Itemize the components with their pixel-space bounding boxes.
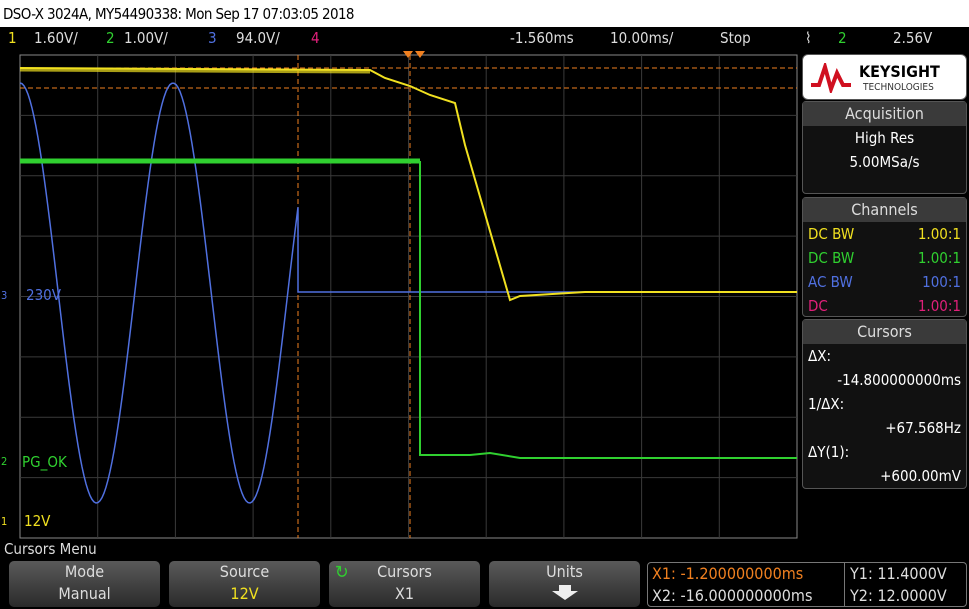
softkey-value: 12V bbox=[230, 584, 259, 603]
softkey-label: Units bbox=[546, 562, 583, 581]
side-panel: KEYSIGHT TECHNOLOGIES Acquisition High R… bbox=[800, 49, 969, 539]
delta-y-label: ΔY(1): bbox=[808, 443, 850, 461]
brand-name: KEYSIGHT bbox=[859, 62, 940, 81]
ch1-trace bbox=[19, 67, 797, 302]
ch1-label: 12V bbox=[24, 512, 51, 530]
cursors-header: Cursors bbox=[803, 320, 966, 344]
cursors-softkey[interactable]: ↻ Cursors X1 bbox=[329, 561, 480, 607]
acquisition-header: Acquisition bbox=[803, 102, 966, 126]
status-bar: 1 1.60V/ 2 1.00V/ 3 94.0V/ 4 -1.560ms 10… bbox=[0, 27, 969, 49]
inv-delta-x-value: +67.568Hz bbox=[885, 419, 961, 437]
rotate-knob-icon: ↻ bbox=[335, 562, 349, 583]
channel-probe: 1.00:1 bbox=[917, 297, 961, 315]
channel-row[interactable]: DC BW 1.00:1 bbox=[803, 246, 966, 270]
mode-softkey[interactable]: Mode Manual bbox=[9, 561, 160, 607]
y1-readout[interactable]: Y1: 11.4000V bbox=[850, 564, 947, 583]
inv-delta-x-label: 1/ΔX: bbox=[808, 395, 845, 413]
horizontal-delay[interactable]: -1.560ms bbox=[510, 29, 574, 47]
delay-marker[interactable] bbox=[415, 51, 425, 58]
x2-readout[interactable]: X2: -16.000000000ms bbox=[652, 586, 813, 605]
channel-row[interactable]: DC BW 1.00:1 bbox=[803, 222, 966, 246]
softkey-label: Mode bbox=[64, 562, 105, 581]
cursors-panel[interactable]: Cursors ΔX: -14.800000000ms 1/ΔX: +67.56… bbox=[802, 319, 967, 489]
channels-panel[interactable]: Channels DC BW 1.00:1 DC BW 1.00:1 AC BW 100:… bbox=[802, 197, 967, 317]
delta-x-label: ΔX: bbox=[808, 347, 832, 365]
channel-coupling: DC BW bbox=[808, 225, 855, 243]
keysight-logo: KEYSIGHT TECHNOLOGIES bbox=[802, 54, 967, 100]
ch1-number[interactable]: 1 bbox=[8, 29, 17, 47]
channel-probe: 1.00:1 bbox=[917, 225, 961, 243]
run-state[interactable]: Stop bbox=[720, 29, 751, 47]
source-softkey[interactable]: Source 12V bbox=[169, 561, 320, 607]
channel-row[interactable]: DC 1.00:1 bbox=[803, 294, 966, 318]
timebase[interactable]: 10.00ms/ bbox=[610, 29, 674, 47]
window-title: DSO-X 3024A, MY54490338: Mon Sep 17 07:0… bbox=[0, 0, 969, 27]
cursor-readout: X1: -1.200000000ms X2: -16.000000000ms Y… bbox=[647, 562, 967, 607]
brand-sub: TECHNOLOGIES bbox=[863, 82, 934, 93]
waveform-display[interactable]: 230V PG_OK 12V 3 2 1 bbox=[0, 49, 800, 539]
divider bbox=[844, 563, 845, 606]
softkey-value: X1 bbox=[394, 584, 414, 603]
ch3-label: 230V bbox=[26, 286, 62, 304]
ch1-scale[interactable]: 1.60V/ bbox=[34, 29, 78, 47]
ch2-trace bbox=[419, 161, 797, 459]
acquisition-mode: High Res bbox=[854, 129, 915, 147]
channel-coupling: DC BW bbox=[808, 249, 855, 267]
channel-coupling: AC BW bbox=[808, 273, 853, 291]
trigger-source[interactable]: 2 bbox=[838, 29, 847, 47]
ch1-ground-marker[interactable]: 1 bbox=[1, 515, 7, 528]
ch3-ground-marker[interactable]: 3 bbox=[1, 289, 7, 302]
delta-y-value: +600.00mV bbox=[880, 467, 961, 485]
ch3-trace bbox=[19, 82, 585, 504]
ch2-ground-marker[interactable]: 2 bbox=[1, 455, 7, 468]
sample-rate: 5.00MSa/s bbox=[849, 153, 920, 171]
ch4-number[interactable]: 4 bbox=[311, 29, 320, 47]
arrow-down-icon bbox=[489, 583, 640, 605]
softkey-value: Manual bbox=[58, 584, 111, 603]
delta-x-value: -14.800000000ms bbox=[837, 371, 961, 389]
softkey-label: Source bbox=[219, 562, 270, 581]
channels-header: Channels bbox=[803, 198, 966, 222]
channel-probe: 100:1 bbox=[922, 273, 961, 291]
falling-edge-icon: ⌇ bbox=[805, 29, 812, 47]
ch3-scale[interactable]: 94.0V/ bbox=[236, 29, 280, 47]
acquisition-panel[interactable]: Acquisition High Res 5.00MSa/s bbox=[802, 101, 967, 194]
keysight-wave-icon bbox=[811, 63, 851, 93]
y2-readout[interactable]: Y2: 12.0000V bbox=[850, 586, 947, 605]
channel-row[interactable]: AC BW 100:1 bbox=[803, 270, 966, 294]
x1-readout[interactable]: X1: -1.200000000ms bbox=[652, 564, 804, 583]
channel-coupling: DC bbox=[808, 297, 828, 315]
ch2-label: PG_OK bbox=[22, 453, 68, 472]
graticule bbox=[19, 54, 798, 539]
ch1-trace-noise bbox=[19, 68, 371, 74]
trigger-level[interactable]: 2.56V bbox=[893, 29, 933, 47]
ch2-number[interactable]: 2 bbox=[106, 29, 115, 47]
units-softkey[interactable]: Units bbox=[489, 561, 640, 607]
ch3-number[interactable]: 3 bbox=[208, 29, 217, 47]
menu-title: Cursors Menu bbox=[4, 540, 97, 558]
trigger-position-marker[interactable] bbox=[403, 51, 413, 58]
channel-probe: 1.00:1 bbox=[917, 249, 961, 267]
softkey-label: Cursors bbox=[377, 562, 432, 581]
ch2-scale[interactable]: 1.00V/ bbox=[124, 29, 168, 47]
